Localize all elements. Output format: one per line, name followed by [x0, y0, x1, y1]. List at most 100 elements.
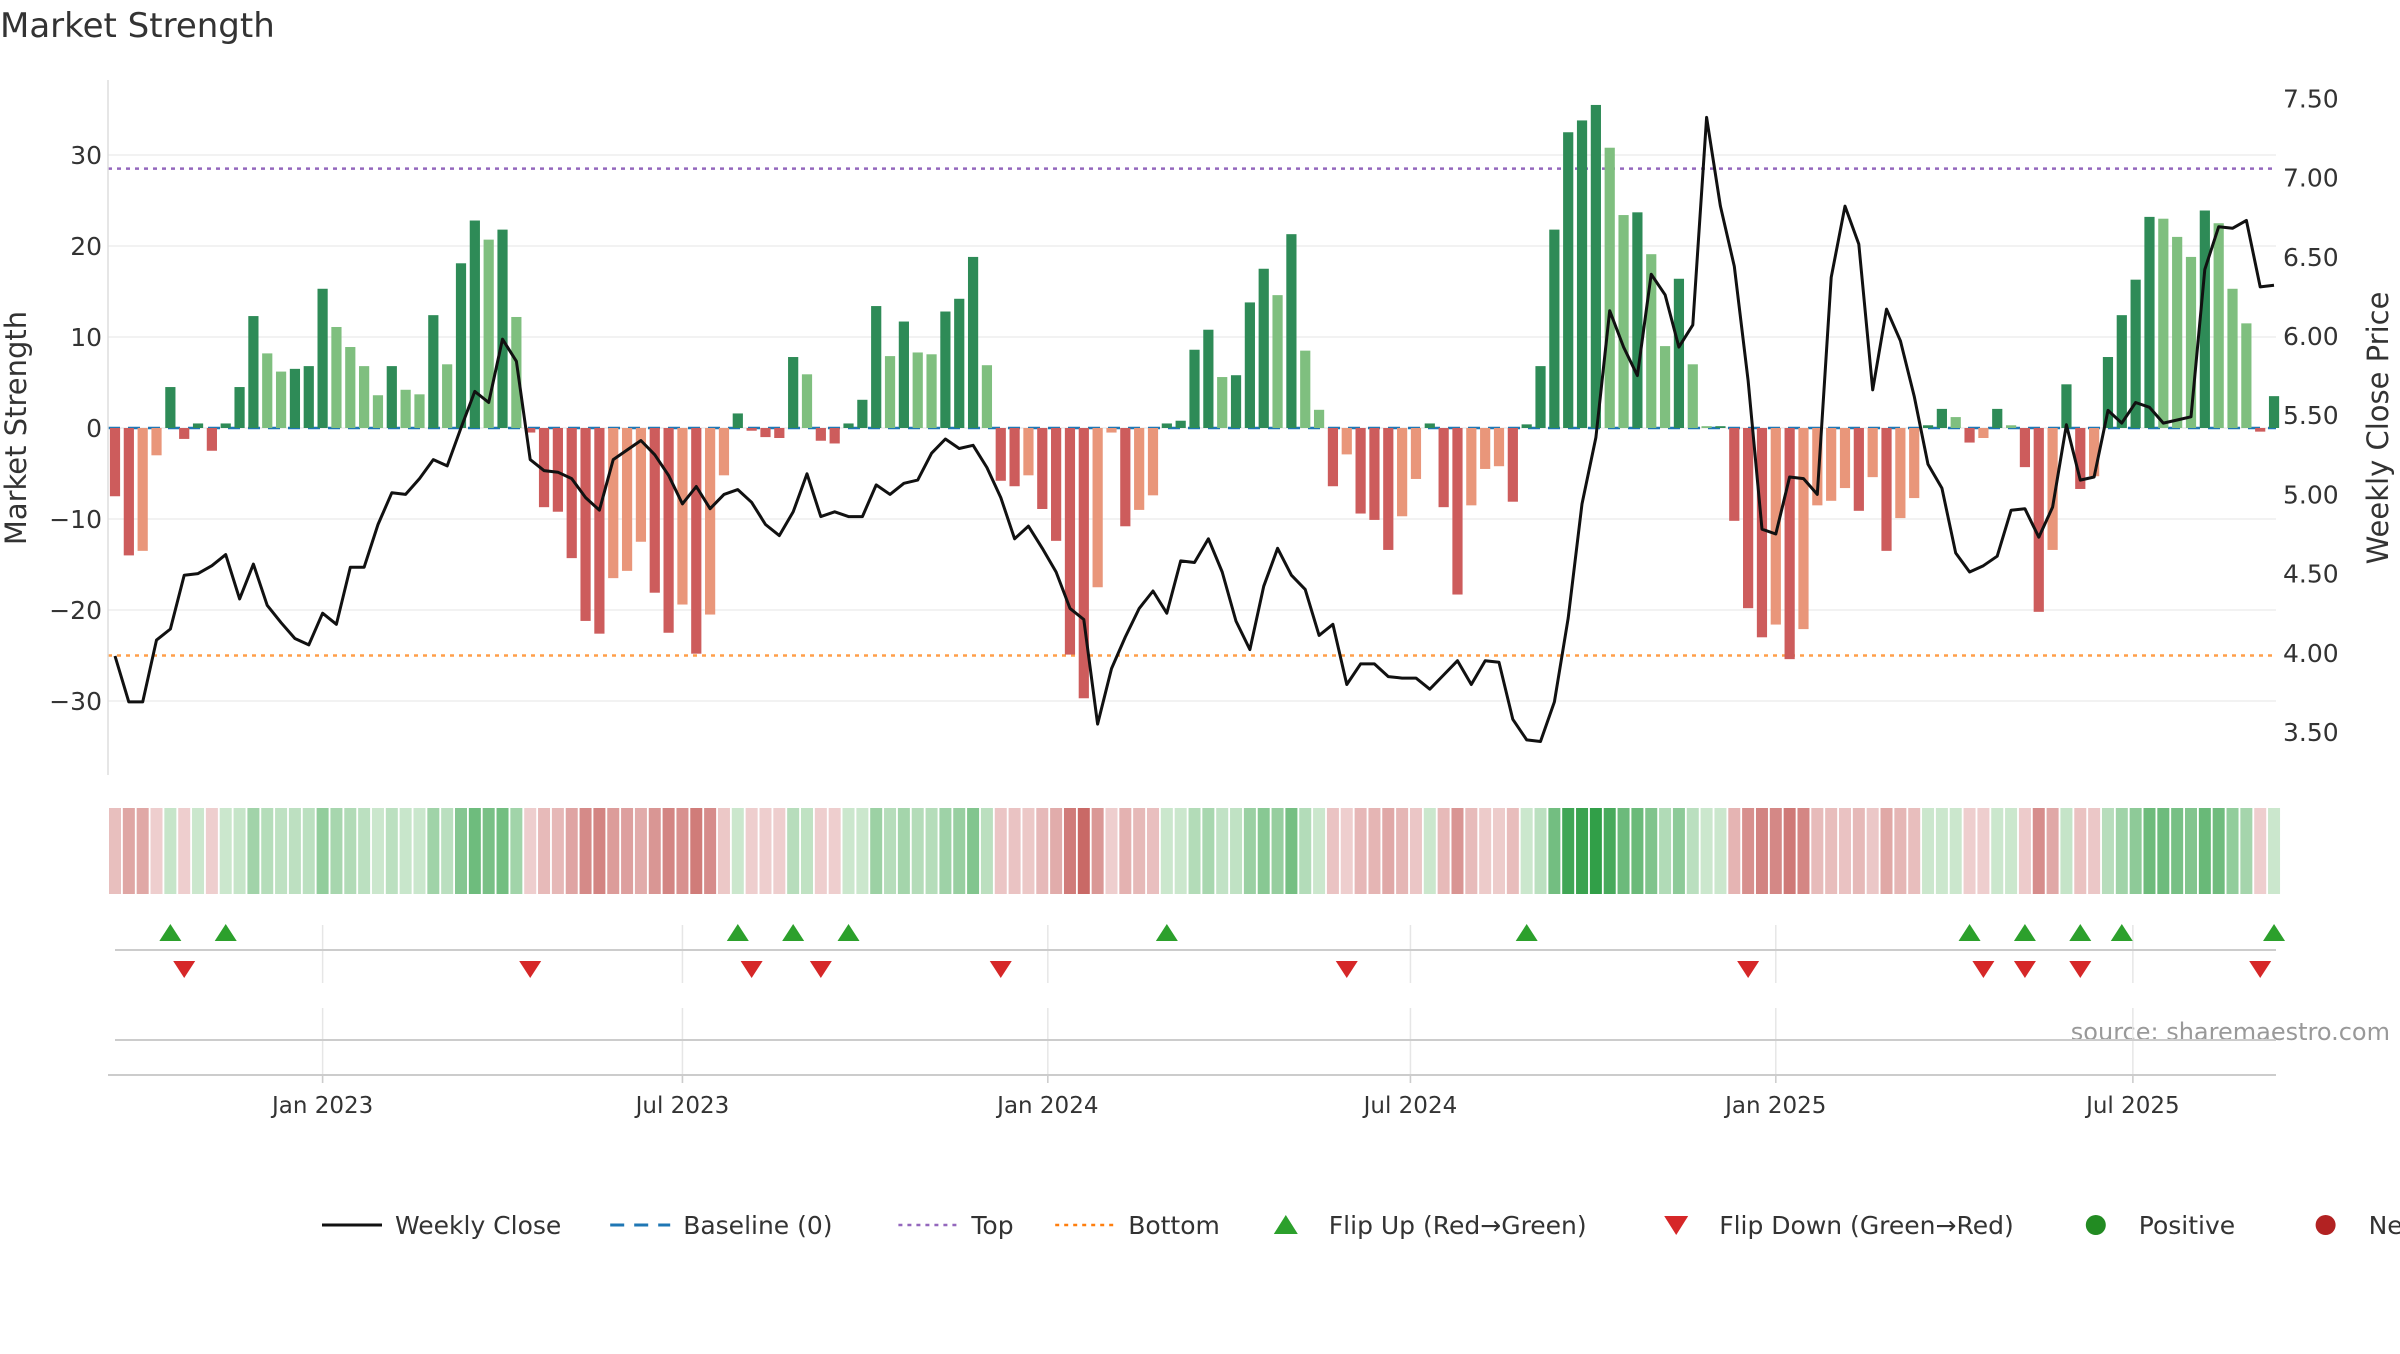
strength-bar — [884, 356, 896, 428]
strength-bar — [2033, 428, 2044, 612]
strength-bar — [414, 394, 425, 428]
heat-strip-cell — [634, 808, 647, 894]
heat-strip-cell — [2129, 808, 2142, 894]
heat-strip-cell — [1409, 808, 1422, 894]
strength-bar — [206, 428, 217, 451]
legend-tri-up-swatch — [1273, 1215, 1298, 1234]
heat-strip-cell — [1423, 808, 1436, 894]
strength-bar — [2227, 288, 2238, 428]
strength-bar — [967, 256, 979, 428]
strength-bar — [1189, 349, 1200, 428]
heat-strip-cell — [122, 808, 135, 894]
strength-bar — [1341, 428, 1352, 455]
heat-strip-cell — [1451, 808, 1464, 894]
heat-strip-cell — [1340, 808, 1353, 894]
strength-bar — [1563, 132, 1574, 428]
heat-strip-cell — [288, 808, 301, 894]
heat-strip-cell — [1603, 808, 1616, 894]
strength-bar — [220, 423, 231, 428]
heat-strip-cell — [1714, 808, 1727, 894]
legend-circle-swatch — [2085, 1215, 2106, 1235]
heat-strip-cell — [676, 808, 689, 894]
heat-strip-cell — [2254, 808, 2267, 894]
flip-down-marker — [1737, 961, 1760, 978]
heat-strip-cell — [1631, 808, 1644, 894]
y-left-tick-label: 10 — [70, 323, 102, 352]
heat-strip-cell — [1022, 808, 1035, 894]
heat-strip-cell — [2185, 808, 2197, 894]
heat-strip-cell — [1742, 808, 1755, 894]
y-right-tick-label: 4.50 — [2283, 560, 2339, 589]
legend-label: Flip Up (Red→Green) — [1329, 1211, 1587, 1240]
flip-down-marker — [1335, 961, 1358, 978]
strength-bar — [1244, 302, 1255, 428]
heat-strip-cell — [275, 808, 288, 894]
heat-strip-cell — [2268, 808, 2281, 894]
heat-strip-cell — [205, 808, 218, 894]
heat-strip-cell — [1160, 808, 1173, 894]
y-right-tick-label: 5.00 — [2283, 480, 2339, 509]
strength-bar — [1521, 424, 1532, 428]
strength-bar — [1064, 428, 1076, 655]
flip-down-marker — [173, 961, 196, 978]
strength-bar — [469, 220, 480, 428]
strength-bar — [2213, 223, 2224, 428]
heat-strip-cell — [1949, 808, 1962, 894]
y-left-axis-title: Market Strength — [0, 311, 33, 545]
flip-up-marker — [214, 924, 237, 941]
strength-bar — [1646, 254, 1657, 428]
heat-strip-cell — [427, 808, 440, 894]
strength-bar — [1327, 428, 1339, 487]
heat-strip-cell — [1755, 808, 1768, 894]
strength-bar — [372, 395, 384, 428]
strength-bar — [1992, 408, 2003, 428]
heat-strip-cell — [1313, 808, 1326, 894]
heat-strip-cell — [1991, 808, 2004, 894]
heat-strip-cell — [1880, 808, 1893, 894]
strength-bar — [981, 365, 993, 428]
heat-strip-cell — [773, 808, 786, 894]
y-left-tick-label: −20 — [49, 596, 102, 625]
flip-up-marker — [2110, 924, 2133, 941]
heat-strip-cell — [787, 808, 800, 894]
legend-item: Positive — [2085, 1211, 2235, 1240]
strength-bar — [1286, 234, 1297, 428]
strength-bar — [1272, 295, 1283, 428]
source-credit: source: sharemaestro.com — [2071, 1018, 2390, 1046]
strength-bar — [829, 428, 840, 444]
strength-bar — [815, 428, 826, 441]
x-tick-label: Jul 2023 — [634, 1093, 730, 1119]
legend-swatch — [2085, 1215, 2106, 1235]
strength-bar — [123, 428, 134, 556]
strength-bar — [2241, 323, 2252, 428]
strength-bars — [109, 104, 2280, 699]
heat-strip-cell — [1686, 808, 1699, 894]
strength-bar — [1369, 428, 1380, 520]
strength-bar — [1701, 426, 1712, 428]
strength-bar — [275, 371, 287, 428]
heat-strip-cell — [1326, 808, 1339, 894]
strength-bar — [2268, 396, 2280, 428]
heat-strip-cell — [2060, 808, 2073, 894]
strength-bar — [1466, 428, 1477, 506]
y-right-tick-label: 7.00 — [2283, 164, 2339, 193]
heat-strip-cell — [1479, 808, 1492, 894]
legend-circle-swatch — [2315, 1215, 2336, 1235]
heat-strip-cell — [621, 808, 634, 894]
heat-strip-cell — [1811, 808, 1824, 894]
strength-bar — [359, 366, 370, 428]
heat-strip-cell — [925, 808, 938, 894]
heat-strip-cell — [1769, 808, 1782, 894]
strength-bar — [1673, 278, 1685, 428]
strength-bar — [677, 428, 688, 605]
flip-up-marker — [2069, 924, 2092, 941]
heat-strip-cell — [524, 808, 537, 894]
strength-bar — [1092, 428, 1103, 588]
heat-strip-cell — [1257, 808, 1270, 894]
y-right-tick-label: 6.00 — [2283, 322, 2339, 351]
strength-bar — [663, 428, 674, 633]
x-tick-label: Jan 2024 — [995, 1093, 1098, 1119]
strength-bar — [1203, 329, 1214, 428]
